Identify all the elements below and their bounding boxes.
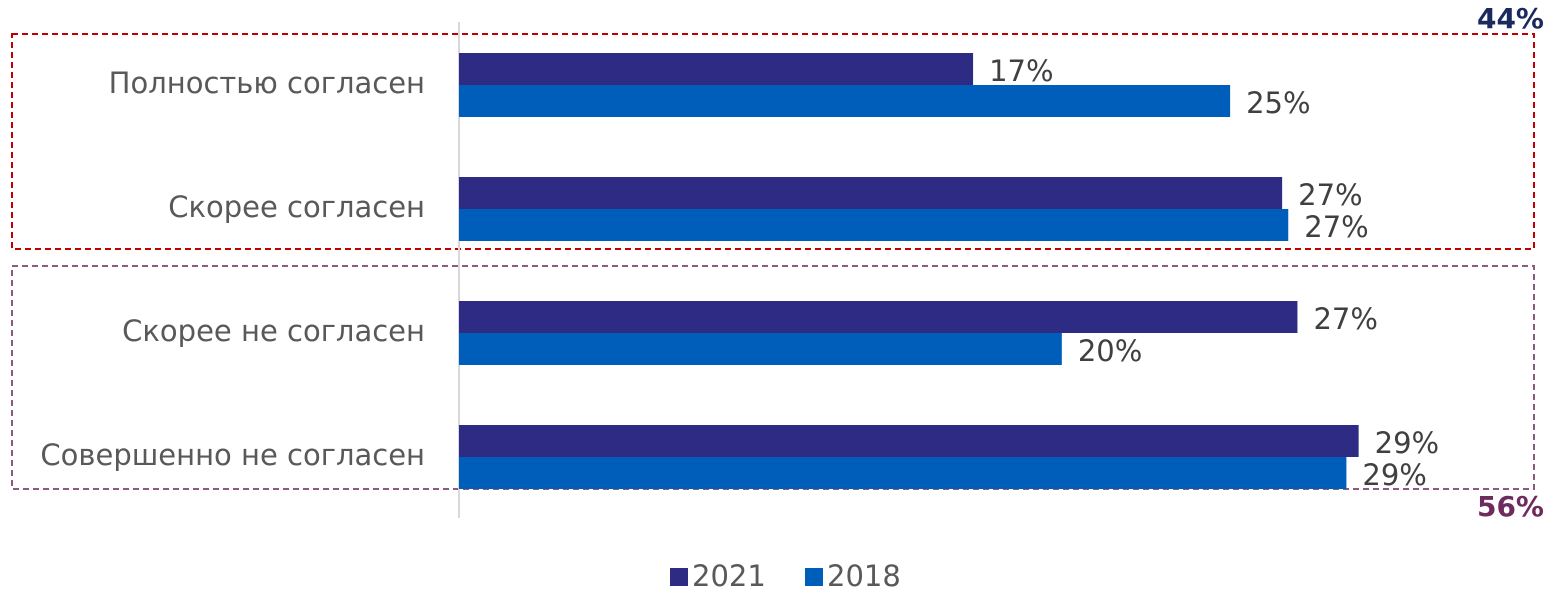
bar [459, 85, 1231, 117]
bar [459, 333, 1062, 365]
category-label: Скорее согласен [168, 190, 425, 224]
bar [459, 209, 1289, 241]
legend-swatch [670, 568, 688, 586]
value-label: 29% [1375, 426, 1439, 460]
bar [459, 177, 1283, 209]
annotation: 56% [1477, 490, 1544, 523]
bar [459, 457, 1347, 489]
group-box [11, 33, 1535, 250]
bar [459, 301, 1298, 333]
category-label: Полностью согласен [109, 66, 425, 100]
annotation: 44% [1477, 2, 1544, 35]
legend-swatch [805, 568, 823, 586]
legend-label: 2021 [692, 559, 766, 590]
category-label: Совершенно не согласен [40, 438, 425, 472]
bar [459, 425, 1359, 457]
category-label: Скорее не согласен [122, 314, 425, 348]
value-label: 29% [1362, 458, 1426, 492]
legend-label: 2018 [827, 559, 901, 590]
value-label: 17% [989, 54, 1053, 88]
value-label: 25% [1246, 86, 1310, 120]
value-label: 20% [1078, 334, 1142, 368]
bar [459, 53, 974, 85]
value-label: 27% [1298, 178, 1362, 212]
value-label: 27% [1313, 302, 1377, 336]
value-label: 27% [1304, 210, 1368, 244]
